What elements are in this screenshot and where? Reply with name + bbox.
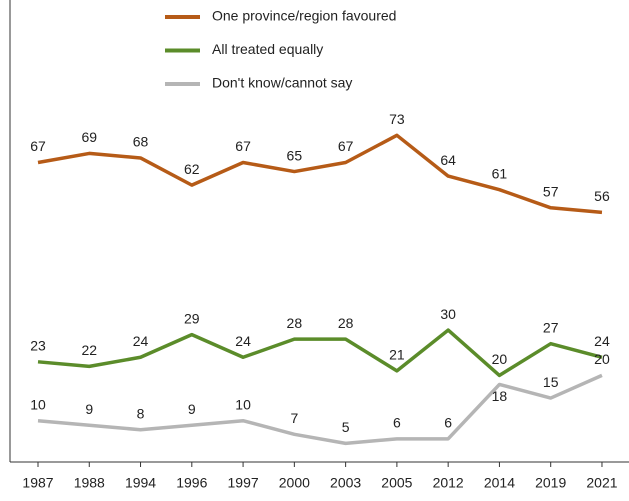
data-label: 24 xyxy=(235,333,251,349)
data-label: 9 xyxy=(188,401,196,417)
data-label: 21 xyxy=(389,347,405,363)
x-tick-label: 1987 xyxy=(22,475,53,491)
x-tick-label: 1994 xyxy=(125,475,156,491)
data-label: 22 xyxy=(81,342,97,358)
data-label: 10 xyxy=(30,396,46,412)
x-tick-label: 2003 xyxy=(330,475,361,491)
x-tick-label: 2012 xyxy=(433,475,464,491)
legend-label: All treated equally xyxy=(212,41,323,57)
x-tick-label: 2019 xyxy=(535,475,566,491)
data-label: 9 xyxy=(85,401,93,417)
series-line xyxy=(37,133,603,215)
x-tick-label: 2005 xyxy=(381,475,412,491)
x-tick-label: 1997 xyxy=(228,475,259,491)
data-label: 23 xyxy=(30,338,46,354)
data-label: 29 xyxy=(184,310,200,326)
legend-label: One province/region favoured xyxy=(212,8,396,24)
x-tick-label: 2000 xyxy=(279,475,310,491)
data-label: 7 xyxy=(290,410,298,426)
x-tick-label: 1996 xyxy=(176,475,207,491)
x-tick-label: 2014 xyxy=(484,475,515,491)
x-tick-label: 2021 xyxy=(586,475,617,491)
data-label: 20 xyxy=(594,351,610,367)
data-label: 5 xyxy=(342,419,350,435)
data-label: 6 xyxy=(393,415,401,431)
data-label: 18 xyxy=(492,388,508,404)
data-label: 64 xyxy=(440,152,456,168)
data-label: 10 xyxy=(235,396,251,412)
series-line xyxy=(37,373,603,446)
data-label: 15 xyxy=(543,374,559,390)
data-label: 20 xyxy=(492,351,508,367)
data-label: 67 xyxy=(338,138,354,154)
data-label: 62 xyxy=(184,161,200,177)
data-label: 73 xyxy=(389,111,405,127)
x-tick-label: 1988 xyxy=(74,475,105,491)
data-label: 67 xyxy=(235,138,251,154)
data-label: 28 xyxy=(338,315,354,331)
data-label: 28 xyxy=(287,315,303,331)
data-label: 27 xyxy=(543,319,559,335)
data-label: 24 xyxy=(594,333,610,349)
data-label: 68 xyxy=(133,134,149,150)
data-label: 67 xyxy=(30,138,46,154)
data-label: 24 xyxy=(133,333,149,349)
legend-label: Don't know/cannot say xyxy=(212,75,352,91)
data-label: 56 xyxy=(594,188,610,204)
series-line xyxy=(37,328,603,378)
data-label: 69 xyxy=(81,129,97,145)
data-label: 30 xyxy=(440,306,456,322)
data-label: 8 xyxy=(137,405,145,421)
data-label: 57 xyxy=(543,183,559,199)
data-label: 65 xyxy=(287,147,303,163)
data-label: 6 xyxy=(444,415,452,431)
data-label: 61 xyxy=(492,165,508,181)
